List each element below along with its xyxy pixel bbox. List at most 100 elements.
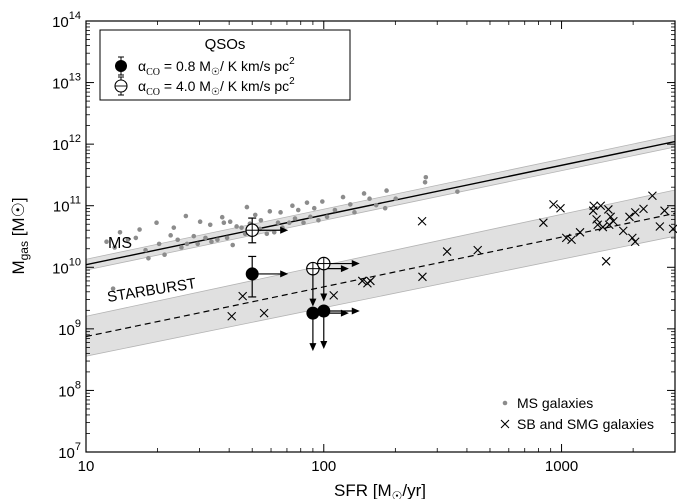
sb-galaxy-point xyxy=(601,256,611,266)
sb-galaxy-point xyxy=(660,206,669,216)
sb-galaxy-point xyxy=(639,204,648,214)
sb-galaxy-point xyxy=(418,272,427,282)
sb-galaxy-point xyxy=(630,207,640,217)
ms-galaxy-point xyxy=(146,255,151,261)
ms-galaxy-point xyxy=(207,222,213,228)
sb-galaxy-point xyxy=(366,276,375,286)
x-axis-label: SFR [M☉/yr] xyxy=(334,481,426,499)
ms-galaxy-point xyxy=(175,237,180,243)
ms-galaxy-point xyxy=(340,194,346,200)
ms-galaxy-point xyxy=(197,219,203,225)
ms-galaxy-point xyxy=(184,241,190,247)
ms-galaxy-point xyxy=(290,203,295,209)
y-tick-label: 1010 xyxy=(52,256,81,277)
ms-galaxy-point xyxy=(137,227,142,232)
sb-galaxy-point xyxy=(473,245,483,255)
starburst-band xyxy=(86,189,675,357)
ms-galaxy-point xyxy=(367,196,372,201)
ms-galaxy-point xyxy=(143,247,148,253)
series-open-circle xyxy=(245,217,360,307)
sb-galaxy-point xyxy=(588,206,598,216)
legend-qsos-title: QSOs xyxy=(205,36,246,53)
ms-galaxy-point xyxy=(352,210,357,215)
ms-galaxy-point xyxy=(221,220,227,225)
qso-upper-limit-arrow-head xyxy=(340,265,349,273)
ms-galaxy-point xyxy=(162,252,167,258)
ms-galaxy-point xyxy=(112,245,117,250)
y-tick-label: 108 xyxy=(58,379,81,400)
ms-galaxy-point xyxy=(227,219,233,225)
y-tick-label: 1013 xyxy=(52,72,81,93)
starburst-relation-line xyxy=(86,212,675,338)
qso-upper-limit-arrow-head xyxy=(280,226,289,234)
ms-galaxy-point xyxy=(195,241,201,247)
ms-galaxy-point xyxy=(423,174,429,180)
sb-galaxy-point xyxy=(625,212,634,222)
ms-galaxy-point xyxy=(244,204,250,210)
ms-label: MS xyxy=(108,235,132,252)
sb-galaxy-point xyxy=(329,290,339,300)
axis-ticks: 10 100 1000 107 108 109 1010 1011 1012 1013 1014 xyxy=(52,10,676,475)
ms-galaxy-point xyxy=(361,191,367,196)
ms-galaxy-point xyxy=(324,214,330,220)
sb-galaxy-point xyxy=(630,237,640,247)
x-tick-label: 10 xyxy=(78,458,95,475)
qso-upper-limit-arrow-head xyxy=(351,307,360,315)
ms-galaxy-point xyxy=(171,225,177,230)
ms-galaxy-point xyxy=(295,207,301,213)
legend-dot-marker xyxy=(502,400,508,406)
ms-galaxy-point xyxy=(264,231,270,237)
legend-filled-circle xyxy=(115,60,127,72)
ms-galaxy-point xyxy=(320,199,325,204)
y-tick-label: 109 xyxy=(58,318,81,339)
series-x xyxy=(227,191,677,321)
sb-galaxy-point xyxy=(539,218,548,228)
legend-qsos-entry: αCO = 4.0 M☉/ K km/s pc2 xyxy=(138,76,295,98)
qso-upper-limit-arrow-head xyxy=(351,260,360,268)
axis-labels: SFR [M☉/yr] Mgas [M☉] xyxy=(9,197,426,499)
sb-galaxy-point xyxy=(259,308,269,318)
ms-relation-line xyxy=(86,140,675,266)
ms-galaxy-point xyxy=(252,212,258,218)
ms-galaxy-point xyxy=(301,220,306,225)
ms-galaxy-point xyxy=(393,196,399,201)
ms-galaxy-point xyxy=(382,205,388,211)
sb-galaxy-point xyxy=(575,227,585,237)
sb-galaxy-point xyxy=(603,205,613,214)
qso-upper-limit-arrow-head xyxy=(280,270,289,278)
ms-galaxy-point xyxy=(455,189,460,194)
plot-frame xyxy=(85,20,676,453)
ms-galaxy-point xyxy=(117,230,123,235)
ms-galaxy-point xyxy=(224,235,230,241)
sb-galaxy-point xyxy=(442,247,452,256)
sb-galaxy-point xyxy=(668,224,677,234)
ms-galaxy-point xyxy=(209,239,214,245)
legend-galaxies-entry: MS galaxies xyxy=(517,395,593,411)
legend-x-marker xyxy=(500,419,510,429)
sb-galaxy-point xyxy=(556,203,565,213)
ms-galaxy-point xyxy=(348,202,353,207)
series-filled-circle xyxy=(245,255,360,352)
ms-galaxy-point xyxy=(230,242,236,248)
ms-galaxy-point xyxy=(191,233,197,239)
sb-galaxy-point xyxy=(549,200,558,209)
sb-galaxy-point xyxy=(238,291,248,301)
sb-galaxy-point xyxy=(606,212,616,222)
ms-galaxy-point xyxy=(422,180,428,185)
sb-galaxy-point xyxy=(596,201,606,211)
sb-galaxy-point xyxy=(598,222,608,232)
ms-galaxy-point xyxy=(239,225,244,230)
y-tick-label: 107 xyxy=(58,441,81,462)
ms-galaxy-point xyxy=(311,205,317,211)
ms-galaxy-point xyxy=(215,237,220,243)
sb-galaxy-point xyxy=(618,226,628,236)
qso-lower-limit-arrow-head xyxy=(309,343,317,352)
ms-galaxy-point xyxy=(179,245,184,250)
legend-qsos-entry: αCO = 0.8 M☉/ K km/s pc2 xyxy=(138,56,295,78)
ms-galaxy-point xyxy=(304,200,310,205)
sb-galaxy-point xyxy=(648,191,657,201)
plot-border xyxy=(85,20,676,453)
sb-galaxy-point xyxy=(567,235,576,245)
y-tick-label: 1011 xyxy=(53,195,81,216)
